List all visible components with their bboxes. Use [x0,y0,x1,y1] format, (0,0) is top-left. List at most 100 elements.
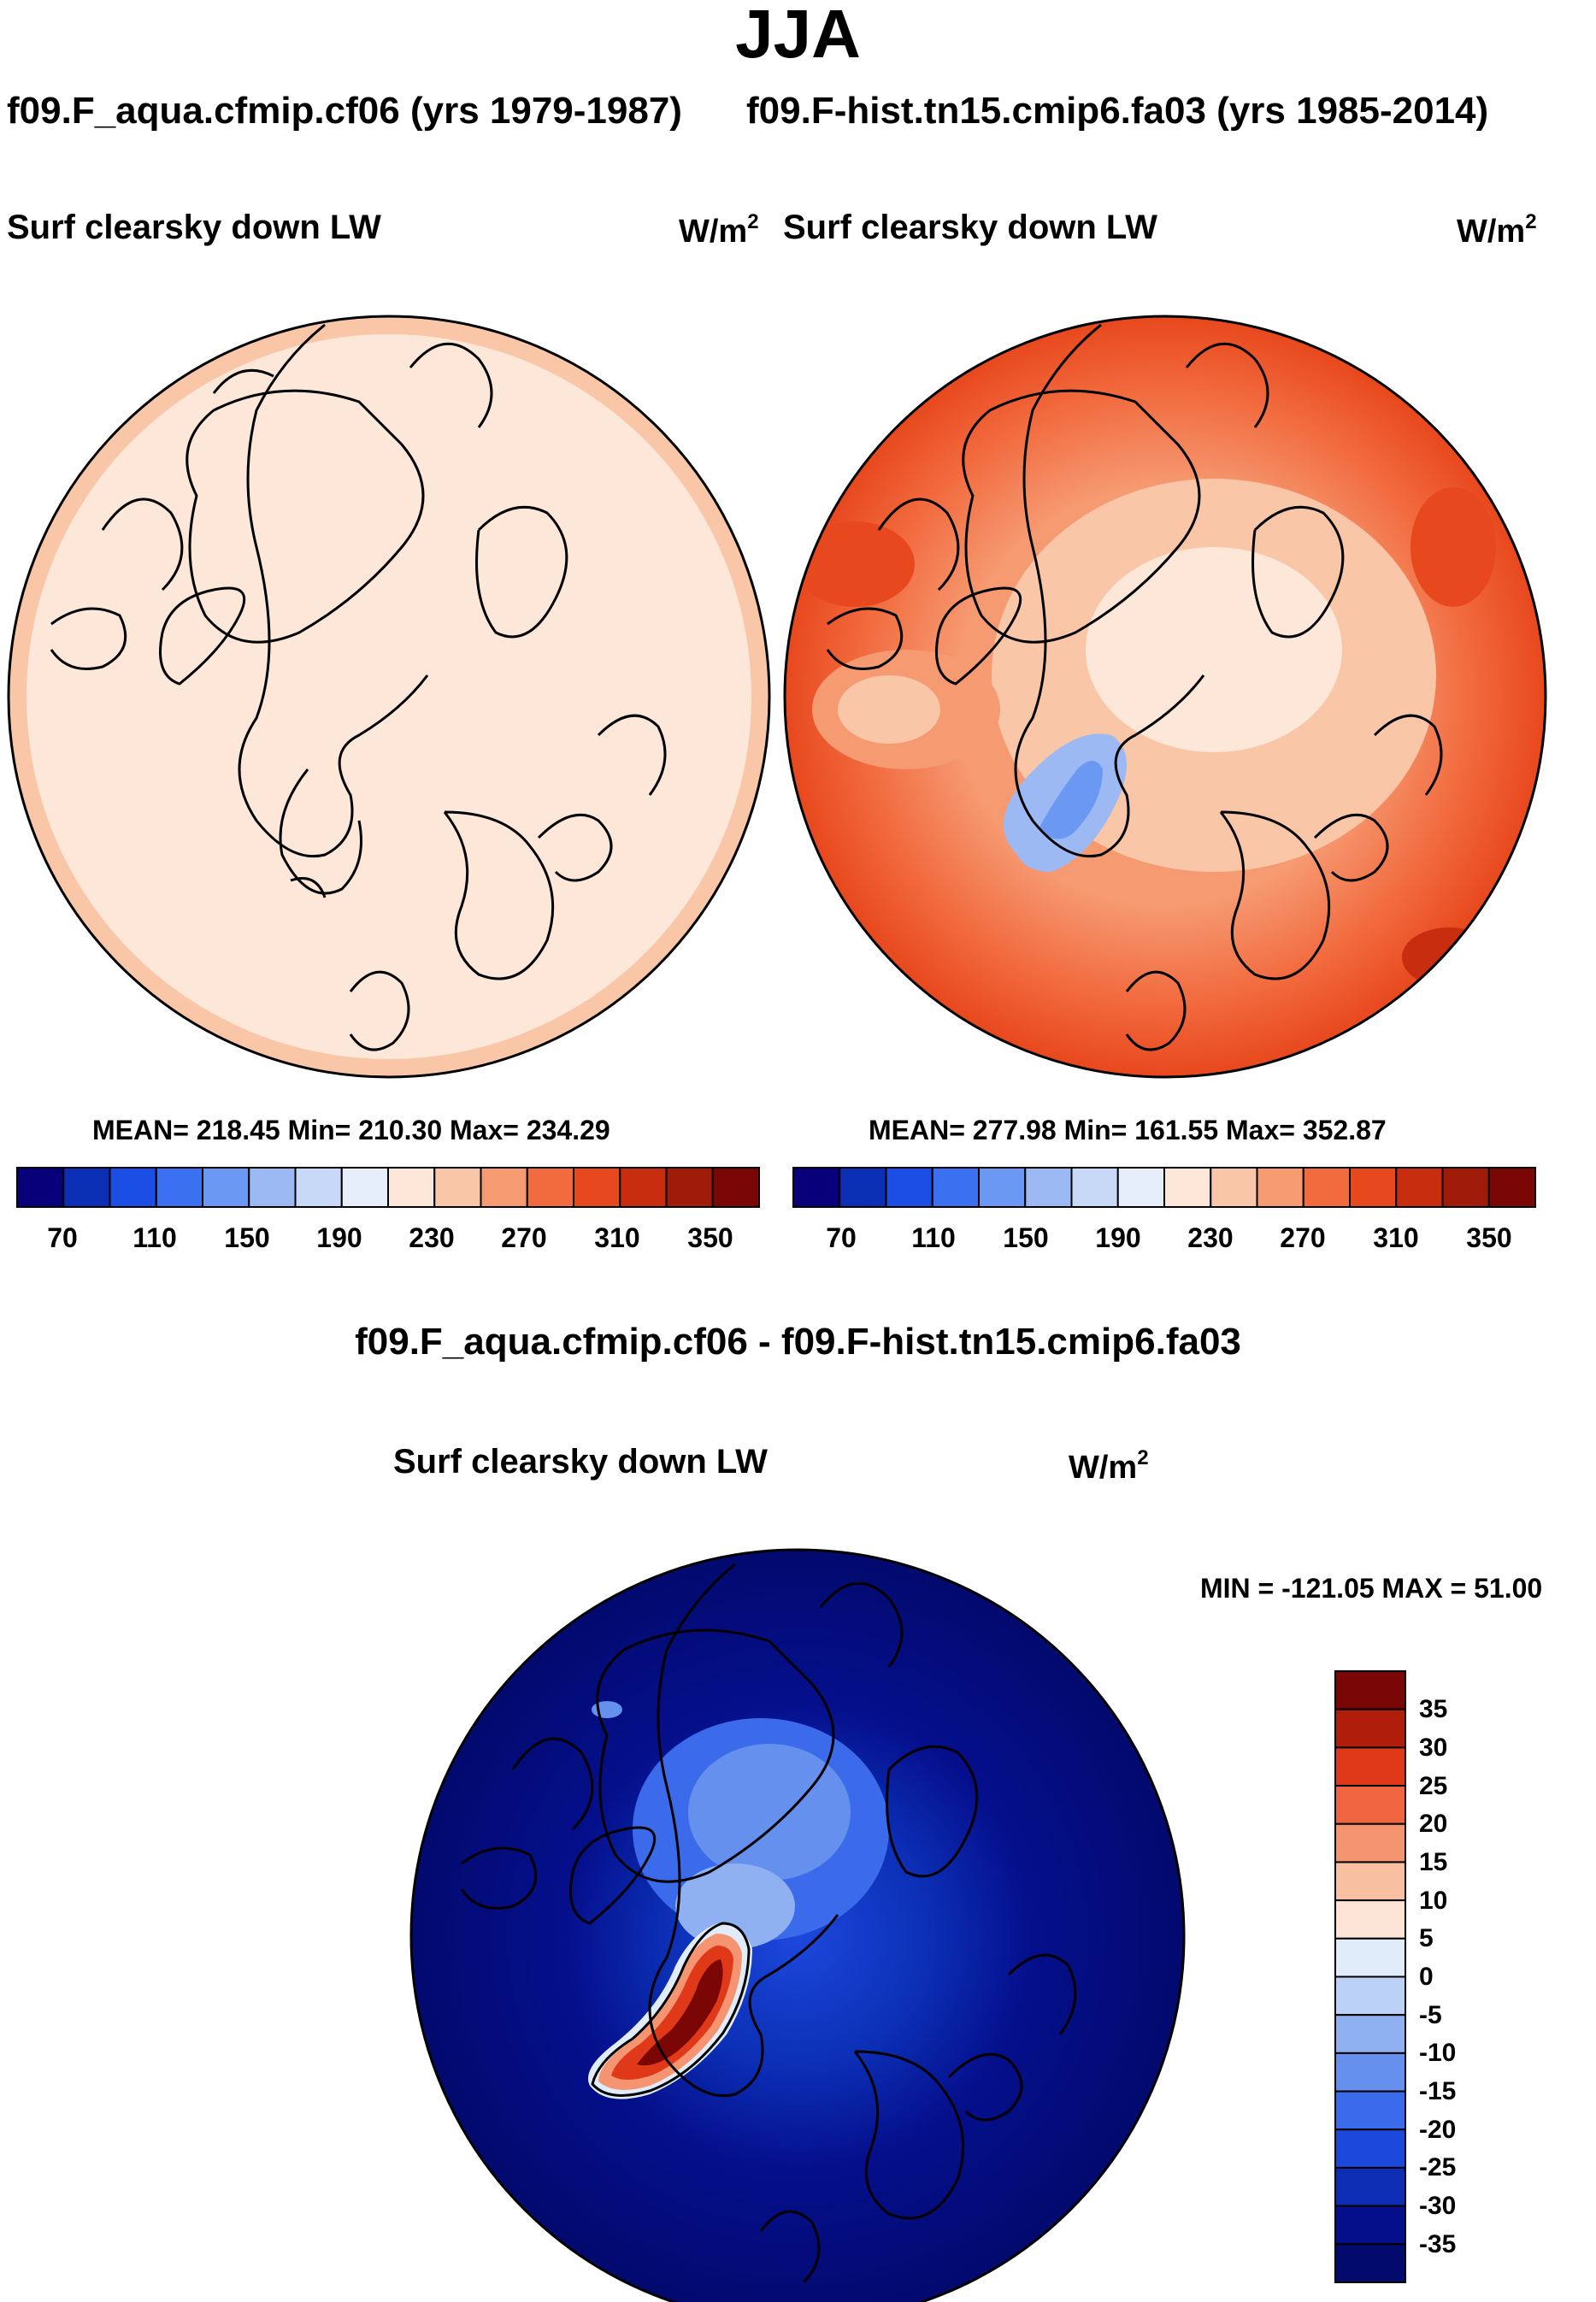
right-cbar-tick: 230 [1187,1222,1234,1253]
left-cbar-tick: 110 [133,1222,177,1253]
diff-coastlines [460,1563,1077,2284]
diff-cbar-tick: 30 [1419,1734,1448,1762]
colorbar-swatch [155,1167,203,1208]
left-case-title: f09.F_aqua.cfmip.cf06 (yrs 1979-1987) [7,90,682,132]
diff-stats: MIN = -121.05 MAX = 51.00 [1200,1573,1543,1604]
colorbar-swatch [1334,2166,1406,2207]
left-cbar-tick: 230 [409,1222,455,1253]
colorbar-swatch [433,1167,482,1208]
right-cbar-tick: 270 [1280,1222,1326,1253]
colorbar-swatch [711,1167,760,1208]
right-map-border [783,315,1547,1079]
colorbar-swatch [1334,2014,1406,2054]
colorbar-swatch [1163,1167,1212,1208]
left-cbar-tick: 270 [501,1222,547,1253]
diff-map-contours [588,1701,889,2099]
colorbar-swatch [1210,1167,1258,1208]
left-map-border [7,315,771,1079]
right-panel-units: W/m2 [1457,210,1537,250]
diff-cbar-tick: -35 [1419,2230,1457,2258]
right-map [783,315,1547,1079]
colorbar-swatch [1349,1167,1398,1208]
colorbar-swatch [1024,1167,1073,1208]
diff-cbar-tick: -5 [1419,2001,1442,2029]
diff-cbar-tick: 10 [1419,1887,1448,1915]
left-map-field [27,334,751,1059]
colorbar-swatch [387,1167,436,1208]
diff-cbar-tick: -10 [1419,2039,1457,2067]
colorbar-swatch [62,1167,111,1208]
diff-panel-units: W/m2 [1069,1446,1149,1486]
colorbar-swatch [1334,1937,1406,1978]
colorbar-swatch [1256,1167,1304,1208]
colorbar-swatch [526,1167,574,1208]
colorbar-swatch [1334,1746,1406,1787]
diff-cbar-tick: -15 [1419,2077,1457,2105]
colorbar-swatch [1395,1167,1444,1208]
diff-title: f09.F_aqua.cfmip.cf06 - f09.F-hist.tn15.… [355,1321,1241,1363]
colorbar-swatch [1334,1861,1406,1902]
colorbar-swatch [1334,1822,1406,1863]
colorbar-swatch [1334,1899,1406,1940]
colorbar-swatch [109,1167,157,1208]
colorbar-swatch [1334,2052,1406,2093]
diff-map [409,1548,1186,2302]
colorbar-swatch [792,1167,841,1208]
colorbar-swatch [202,1167,250,1208]
colorbar-swatch [480,1167,528,1208]
diff-cbar-tick: 5 [1419,1924,1434,1952]
colorbar-swatch [885,1167,933,1208]
right-panel-title: Surf clearsky down LW [783,209,1157,246]
colorbar-swatch [1334,2243,1406,2283]
season-title: JJA [735,0,861,72]
diff-cbar-tick: 35 [1419,1695,1448,1723]
colorbar-swatch [340,1167,389,1208]
diff-colorbar [1334,1670,1406,2283]
left-colorbar [16,1167,760,1208]
diff-map-border [409,1548,1186,2302]
colorbar-swatch [1334,2090,1406,2131]
left-map [7,315,771,1079]
left-panel-units: W/m2 [679,210,759,250]
colorbar-swatch [931,1167,980,1208]
diff-cbar-tick: -20 [1419,2116,1457,2144]
colorbar-swatch [978,1167,1027,1208]
colorbar-swatch [1116,1167,1165,1208]
left-coastlines [50,323,667,1051]
right-cbar-tick: 150 [1003,1222,1049,1253]
left-cbar-tick: 70 [47,1222,78,1253]
right-case-title: f09.F-hist.tn15.cmip6.fa03 (yrs 1985-201… [746,90,1489,132]
colorbar-swatch [1334,2128,1406,2169]
diff-cbar-tick: 20 [1419,1810,1448,1838]
colorbar-swatch [1334,1785,1406,1825]
right-cbar-tick: 70 [826,1222,857,1253]
diff-cbar-tick: 15 [1419,1848,1448,1876]
colorbar-swatch [16,1167,65,1208]
colorbar-swatch [1487,1167,1536,1208]
colorbar-swatch [1334,1708,1406,1749]
left-cbar-tick: 150 [224,1222,270,1253]
diff-cbar-tick: -30 [1419,2192,1457,2220]
left-cbar-tick: 350 [687,1222,733,1253]
left-panel-title: Surf clearsky down LW [7,209,381,246]
colorbar-swatch [1441,1167,1490,1208]
left-cbar-tick: 310 [594,1222,640,1253]
colorbar-swatch [1334,1975,1406,2016]
diff-panel-title: Surf clearsky down LW [393,1443,768,1481]
diff-cbar-tick: 0 [1419,1963,1434,1991]
right-stats: MEAN= 277.98 Min= 161.55 Max= 352.87 [869,1115,1387,1145]
colorbar-swatch [1334,2205,1406,2246]
colorbar-swatch [294,1167,343,1208]
colorbar-swatch [1070,1167,1119,1208]
colorbar-swatch [573,1167,621,1208]
diff-cbar-tick: 25 [1419,1772,1448,1800]
right-cbar-tick: 350 [1466,1222,1512,1253]
colorbar-swatch [619,1167,668,1208]
colorbar-swatch [1334,1670,1406,1710]
right-cbar-tick: 190 [1095,1222,1141,1253]
colorbar-swatch [1302,1167,1351,1208]
right-cbar-tick: 110 [911,1222,956,1253]
right-colorbar [792,1167,1536,1208]
